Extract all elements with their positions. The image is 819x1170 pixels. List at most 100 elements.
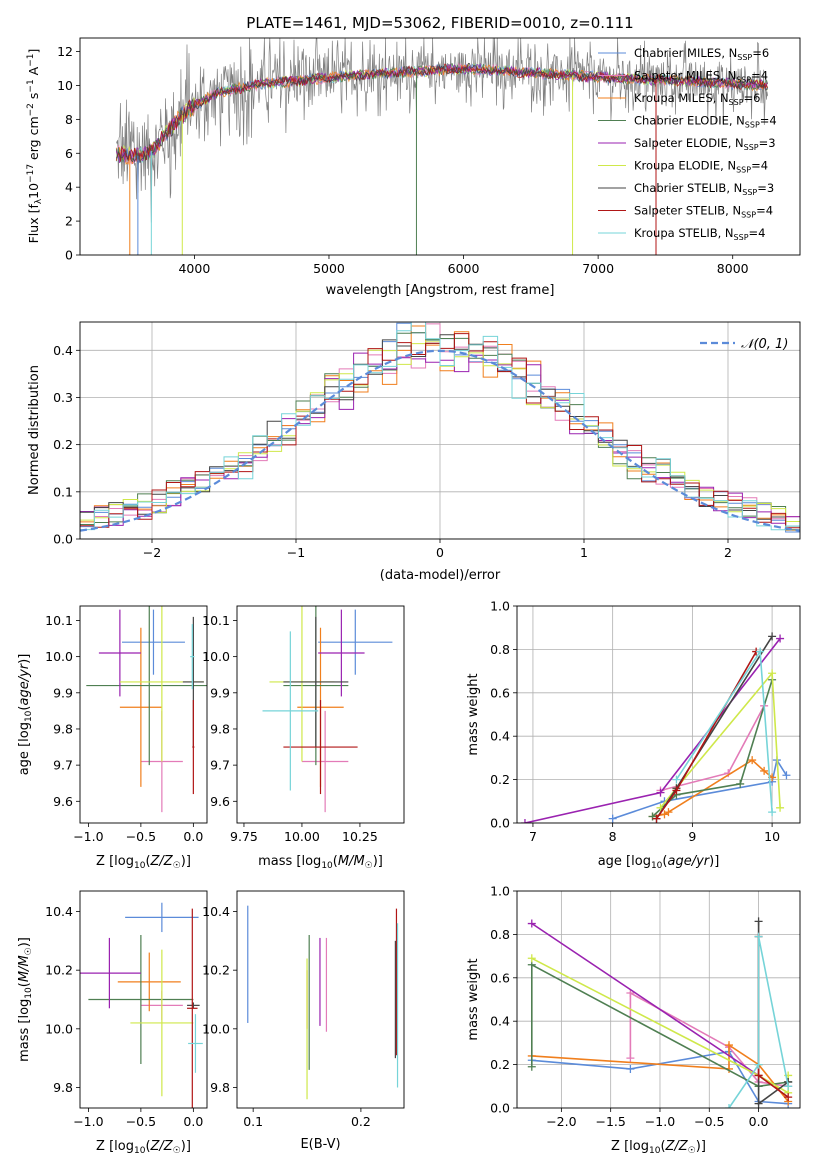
- y-tick-label: 10.4: [202, 904, 230, 919]
- axes-age_vs_mass: 9.75 10.00 10.25 9.6 9.7 9.8 9.9 10.0 10.1: [202, 605, 405, 844]
- spectrum-model-chabrier_elodie: [115, 63, 769, 163]
- x-tick-label: −0.5: [126, 829, 156, 844]
- axes-frame: [236, 890, 405, 1109]
- x-tick-label: −1.0: [645, 1114, 675, 1129]
- x-tick-label: 5000: [313, 261, 345, 276]
- plot-area-mass_vs_Z: [80, 902, 203, 1108]
- y-tick-label: 0.2: [490, 1057, 510, 1072]
- axes-frame: [79, 37, 801, 256]
- x-axis-label: mass [log10(M/M☉)]: [258, 854, 383, 871]
- x-tick-label: 6000: [448, 261, 480, 276]
- series-marker-chabrier_elodie: [527, 1062, 536, 1071]
- y-tick-label: 10.1: [202, 613, 230, 628]
- x-tick-label: 10.00: [284, 829, 320, 844]
- series-marker-salpeter_miles: [626, 1054, 635, 1063]
- plot-area-residuals: [80, 322, 800, 539]
- y-tick-label: 0.0: [490, 816, 510, 831]
- plot-area-massweight_vs_age: [517, 606, 800, 823]
- y-tick-label: 9.8: [53, 721, 73, 736]
- plot-area-age_vs_mass: [262, 606, 393, 813]
- x-tick-label: 0.0: [183, 1114, 203, 1129]
- spectrum-model-chabrier_stelib: [115, 62, 769, 165]
- series-marker-salpeter_stelib: [652, 814, 661, 823]
- y-axis-label: mass weight: [466, 958, 481, 1040]
- legend-label-gaussian: 𝒩(0, 1): [741, 337, 788, 352]
- spectrum-data-line: [115, 38, 769, 223]
- spectrum-model-salpeter_stelib: [115, 63, 769, 164]
- series-marker-chabrier_miles: [608, 814, 617, 823]
- series-marker-salpeter_elodie: [520, 819, 529, 823]
- series-marker-kroupa_stelib: [754, 1060, 763, 1069]
- legend-label-salpeter_miles: Salpeter MILES, NSSP=4: [634, 69, 768, 85]
- y-axis-label: Normed distribution: [27, 365, 42, 495]
- series-marker-kroupa_elodie: [768, 669, 777, 678]
- y-tick-label: 0.4: [490, 729, 510, 744]
- x-tick-label: −1.0: [73, 1114, 103, 1129]
- axes-spectrum: 4000 5000 6000 7000 8000 0 2 4 6 8 10 12: [57, 37, 801, 276]
- x-tick-label: 1: [580, 545, 588, 560]
- series-marker-chabrier_miles: [782, 771, 791, 780]
- x-tick-label: −2: [143, 545, 161, 560]
- legend-label-chabrier_miles: Chabrier MILES, NSSP=6: [634, 46, 769, 62]
- x-tick-label: 4000: [178, 261, 210, 276]
- legend-label-kroupa_stelib: Kroupa STELIB, NSSP=4: [634, 226, 765, 242]
- gaussian-curve: [80, 349, 800, 532]
- y-axis-label: age [log10(age/yr)]: [17, 654, 34, 776]
- x-tick-label: 8000: [717, 261, 749, 276]
- y-tick-label: 9.6: [53, 794, 73, 809]
- x-axis-label: age [log10(age/yr)]: [598, 854, 720, 871]
- x-tick-label: 10.25: [342, 829, 378, 844]
- x-axis-label: Z [log10(Z/Z☉)]: [611, 1139, 706, 1156]
- series-marker-chabrier_miles: [626, 1064, 635, 1073]
- y-tick-label: 9.9: [210, 685, 230, 700]
- series-marker-salpeter_stelib: [784, 1093, 793, 1102]
- x-tick-label: 0.0: [749, 1114, 769, 1129]
- y-tick-label: 10.2: [202, 963, 230, 978]
- axes-frame: [516, 890, 801, 1109]
- y-tick-label: 10.1: [45, 613, 73, 628]
- y-tick-label: 10.0: [202, 1021, 230, 1036]
- series-marker-chabrier_stelib: [754, 1099, 763, 1108]
- y-tick-label: 0.4: [490, 1014, 510, 1029]
- y-tick-label: 8: [65, 112, 73, 127]
- legend-label-salpeter_stelib: Salpeter STELIB, NSSP=4: [634, 204, 773, 220]
- y-tick-label: 1.0: [490, 599, 510, 614]
- y-tick-label: 0.8: [490, 642, 510, 657]
- x-tick-label: −2.0: [546, 1114, 576, 1129]
- axes-massweight_vs_age: 7 8 9 10 0.0 0.2 0.4 0.6 0.8 1.0: [490, 599, 801, 844]
- chart-title: PLATE=1461, MJD=53062, FIBERID=0010, z=0…: [246, 14, 633, 32]
- x-tick-label: −0.5: [694, 1114, 724, 1129]
- x-axis-label: Z [log10(Z/Z☉)]: [96, 854, 191, 871]
- y-tick-label: 9.8: [53, 1080, 73, 1095]
- series-line-salpeter_elodie: [531, 922, 760, 1077]
- series-marker-kroupa_miles: [664, 808, 673, 817]
- series-marker-kroupa_stelib: [756, 647, 765, 656]
- x-tick-label: 0.1: [243, 1114, 263, 1129]
- y-tick-label: 9.9: [53, 685, 73, 700]
- x-axis-label: (data-model)/error: [380, 568, 501, 583]
- x-tick-label: −0.5: [126, 1114, 156, 1129]
- axes-frame: [516, 605, 801, 824]
- axes-frame: [236, 605, 405, 824]
- y-tick-label: 6: [65, 146, 73, 161]
- series-marker-salpeter_elodie: [527, 919, 536, 928]
- series-marker-kroupa_stelib: [725, 1104, 734, 1108]
- x-tick-label: 9: [688, 829, 696, 844]
- y-tick-label: 0.3: [53, 390, 73, 405]
- y-tick-label: 0.2: [53, 437, 73, 452]
- y-tick-label: 10.0: [202, 649, 230, 664]
- series-marker-kroupa_elodie: [527, 954, 536, 963]
- series-line-salpeter_elodie: [524, 638, 781, 823]
- x-tick-label: 0: [436, 545, 444, 560]
- y-tick-label: 10.0: [45, 649, 73, 664]
- y-tick-label: 0.1: [53, 484, 73, 499]
- x-tick-label: 2: [724, 545, 732, 560]
- y-tick-label: 0.2: [490, 772, 510, 787]
- series-marker-kroupa_stelib: [672, 775, 681, 784]
- series-marker-chabrier_stelib: [768, 632, 777, 641]
- series-line-kroupa_stelib: [728, 936, 789, 1108]
- y-tick-label: 9.8: [210, 721, 230, 736]
- series-marker-chabrier_elodie: [736, 779, 745, 788]
- legend-label-chabrier_elodie: Chabrier ELODIE, NSSP=4: [634, 114, 777, 130]
- series-marker-kroupa_elodie: [776, 803, 785, 812]
